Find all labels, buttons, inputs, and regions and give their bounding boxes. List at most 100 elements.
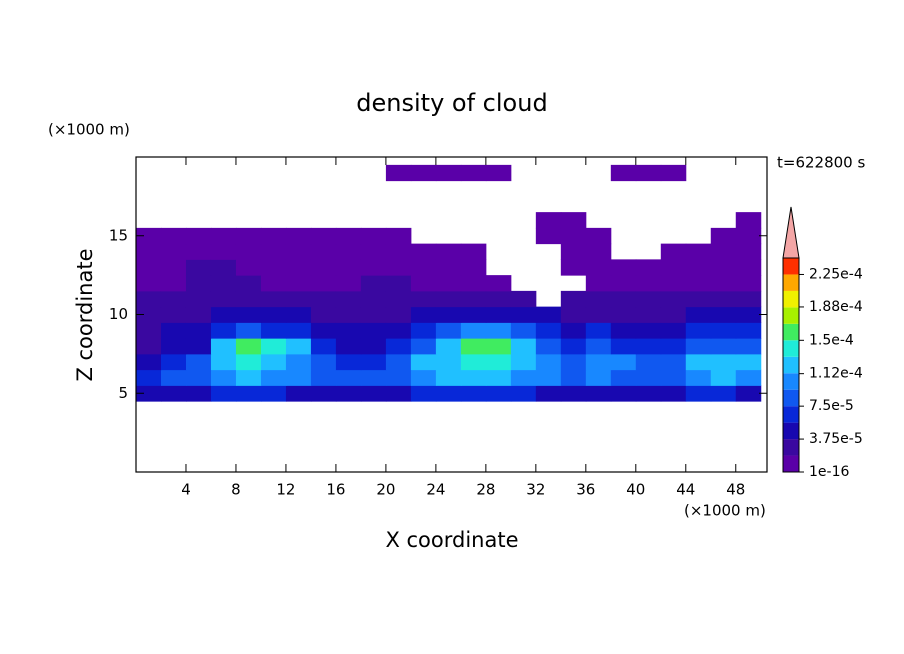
colorbar-band: [783, 307, 799, 324]
contour-cell: [410, 353, 437, 371]
contour-cell: [310, 322, 337, 339]
colorbar-band: [783, 258, 799, 275]
contour-cell: [360, 322, 387, 339]
contour-cell: [310, 385, 337, 402]
contour-cell: [710, 369, 737, 386]
contour-cell: [585, 338, 612, 355]
contour-cell: [485, 164, 512, 182]
contour-cell: [385, 353, 412, 371]
contour-cell: [360, 369, 387, 386]
contour-cell: [585, 290, 612, 308]
contour-cell: [610, 353, 637, 371]
colorbar-tick-label: 7.5e-5: [809, 398, 854, 414]
contour-cell: [185, 369, 212, 386]
contour-cell: [585, 259, 612, 276]
colorbar-band: [783, 389, 799, 407]
contour-cell: [735, 322, 762, 339]
contour-cell: [410, 385, 437, 402]
contour-cell: [585, 306, 612, 323]
contour-cell: [285, 243, 312, 260]
contour-cell: [260, 322, 287, 339]
contour-cell: [260, 385, 287, 402]
colorbar-band: [783, 439, 799, 456]
contour-cell: [435, 322, 462, 339]
contour-cell: [210, 290, 237, 308]
contour-cell: [136, 353, 162, 371]
contour-cell: [535, 353, 562, 371]
contour-cell: [185, 227, 212, 245]
contour-cell: [185, 290, 212, 308]
contour-cell: [235, 353, 262, 371]
contour-cell: [560, 385, 587, 402]
contour-cell: [560, 322, 587, 339]
x-tick-label: 32: [526, 481, 545, 499]
contour-cell: [460, 338, 487, 355]
contour-cell: [635, 385, 662, 402]
contour-cell: [260, 243, 287, 260]
contour-cell: [560, 290, 587, 308]
contour-cell: [185, 275, 212, 292]
contour-cell: [635, 338, 662, 355]
contour-cell: [635, 369, 662, 386]
contour-cell: [660, 259, 687, 276]
contour-cell: [710, 227, 737, 245]
contour-cell: [385, 322, 412, 339]
y-tick-label: 5: [118, 384, 128, 402]
contour-cell: [285, 338, 312, 355]
x-tick-label: 16: [326, 481, 345, 499]
contour-cell: [160, 227, 187, 245]
contour-cell: [285, 259, 312, 276]
contour-cell: [260, 259, 287, 276]
colorbar-tick-label: 2.25e-4: [809, 266, 863, 282]
contour-cell: [560, 227, 587, 245]
contour-cell: [185, 306, 212, 323]
contour-cell: [510, 369, 537, 386]
contour-cell: [385, 243, 412, 260]
contour-cell: [260, 369, 287, 386]
contour-cell: [335, 353, 362, 371]
y-axis-title: Z coordinate: [73, 248, 97, 381]
colorbar-band: [783, 422, 799, 440]
contour-cell: [735, 385, 762, 402]
contour-cell: [460, 243, 487, 260]
x-tick-label: 20: [376, 481, 395, 499]
contour-cell: [485, 369, 512, 386]
contour-cell: [235, 322, 262, 339]
contour-cell: [385, 306, 412, 323]
contour-cell: [535, 322, 562, 339]
contour-cell: [535, 306, 562, 323]
contour-cell: [585, 353, 612, 371]
contour-cell: [185, 353, 212, 371]
contour-cell: [710, 322, 737, 339]
contour-cell: [560, 338, 587, 355]
contour-cell: [485, 306, 512, 323]
contour-cell: [710, 290, 737, 308]
contour-cell: [585, 385, 612, 402]
contour-cell: [310, 243, 337, 260]
contour-cell: [360, 290, 387, 308]
contour-cell: [410, 164, 437, 182]
contour-cell: [310, 353, 337, 371]
contour-cell: [435, 306, 462, 323]
contour-cell: [160, 290, 187, 308]
contour-cell: [735, 243, 762, 260]
contour-cell: [435, 259, 462, 276]
contour-cell: [136, 385, 162, 402]
contour-cell: [460, 369, 487, 386]
contour-cell: [235, 290, 262, 308]
contour-cell: [260, 353, 287, 371]
contour-cell: [485, 290, 512, 308]
contour-cell: [360, 306, 387, 323]
contour-cell: [410, 290, 437, 308]
contour-cell: [210, 259, 237, 276]
contour-cell: [560, 353, 587, 371]
contour-cell: [385, 164, 412, 182]
contour-cell: [235, 338, 262, 355]
contour-cell: [610, 322, 637, 339]
contour-cell: [385, 275, 412, 292]
contour-cell: [460, 259, 487, 276]
contour-cell: [260, 275, 287, 292]
contour-cell: [710, 353, 737, 371]
